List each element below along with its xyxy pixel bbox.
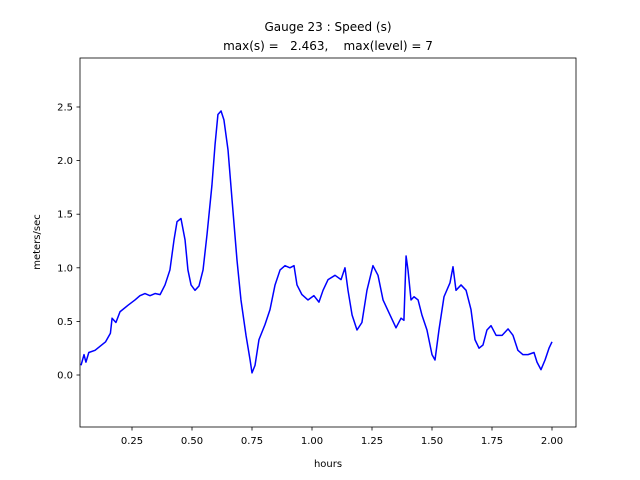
y-tick-label: 1.0 xyxy=(57,263,73,274)
x-tick-label: 0.50 xyxy=(181,436,203,447)
data-line xyxy=(80,110,553,374)
y-tick-label: 0.5 xyxy=(57,317,73,328)
x-tick-label: 0.75 xyxy=(241,436,263,447)
y-tick-label: 1.5 xyxy=(57,210,73,221)
x-tick-label: 1.75 xyxy=(481,436,503,447)
x-tick-label: 1.00 xyxy=(301,436,323,447)
x-axis-label: hours xyxy=(314,459,342,470)
x-tick-label: 2.00 xyxy=(541,436,563,447)
chart-subtitle: max(s) = 2.463, max(level) = 7 xyxy=(223,39,433,53)
x-tick-label: 1.50 xyxy=(421,436,443,447)
y-tick-label: 0.0 xyxy=(57,371,73,382)
y-axis-label: meters/sec xyxy=(32,214,43,270)
x-tick-label: 0.25 xyxy=(121,436,143,447)
y-tick-label: 2.0 xyxy=(57,156,73,167)
x-tick-label: 1.25 xyxy=(361,436,383,447)
plot-frame xyxy=(79,57,577,428)
chart-title: Gauge 23 : Speed (s) xyxy=(264,20,391,34)
y-tick-label: 2.5 xyxy=(57,102,73,113)
